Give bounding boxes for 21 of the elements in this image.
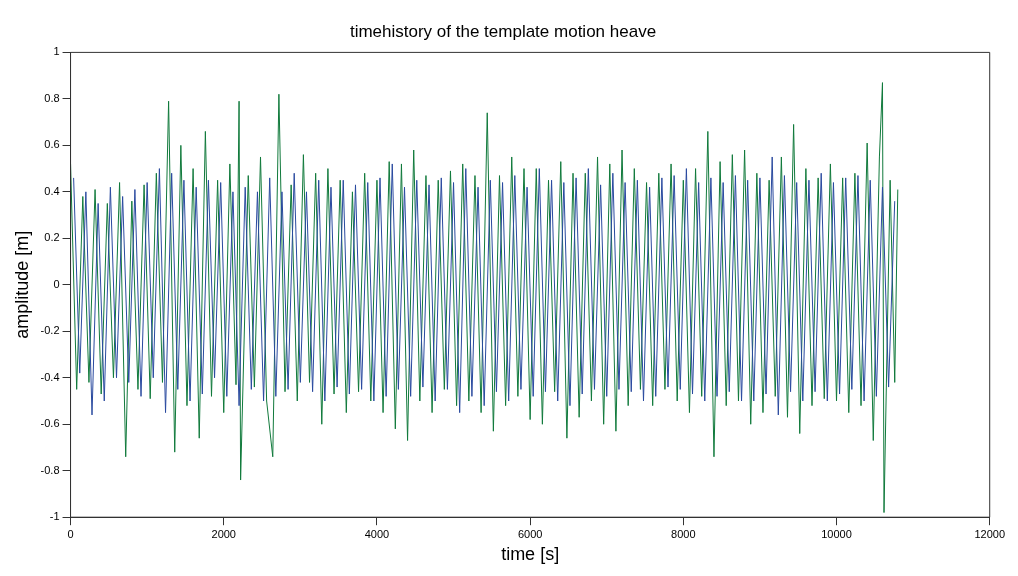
x-tick-label: 2000 xyxy=(211,527,236,540)
x-tick-label: 6000 xyxy=(517,527,543,540)
x-tick-label: 8000 xyxy=(671,527,696,540)
x-axis-title: time [s] xyxy=(501,544,560,565)
y-tick-label: -0.2 xyxy=(40,324,60,337)
y-tick-label: 0.2 xyxy=(44,231,60,244)
y-tick-label: 0.6 xyxy=(44,138,60,151)
y-tick-label: 0.8 xyxy=(44,91,60,104)
y-tick-label: 1 xyxy=(53,45,60,58)
chart-title: timehistory of the template motion heave xyxy=(349,21,657,41)
y-tick-label: -1 xyxy=(49,510,60,523)
x-tick-label: 12000 xyxy=(974,527,1005,540)
x-tick-label: 10000 xyxy=(821,527,852,540)
y-tick-label: -0.8 xyxy=(40,463,60,476)
y-tick-label: 0 xyxy=(53,277,60,290)
y-tick-label: -0.6 xyxy=(40,417,60,430)
x-tick-label: 4000 xyxy=(364,527,390,540)
y-axis-title: amplitude [m] xyxy=(11,230,32,339)
x-tick-label: 0 xyxy=(67,527,74,540)
y-tick-label: -0.4 xyxy=(40,370,60,383)
y-tick-label: 0.4 xyxy=(44,184,60,197)
